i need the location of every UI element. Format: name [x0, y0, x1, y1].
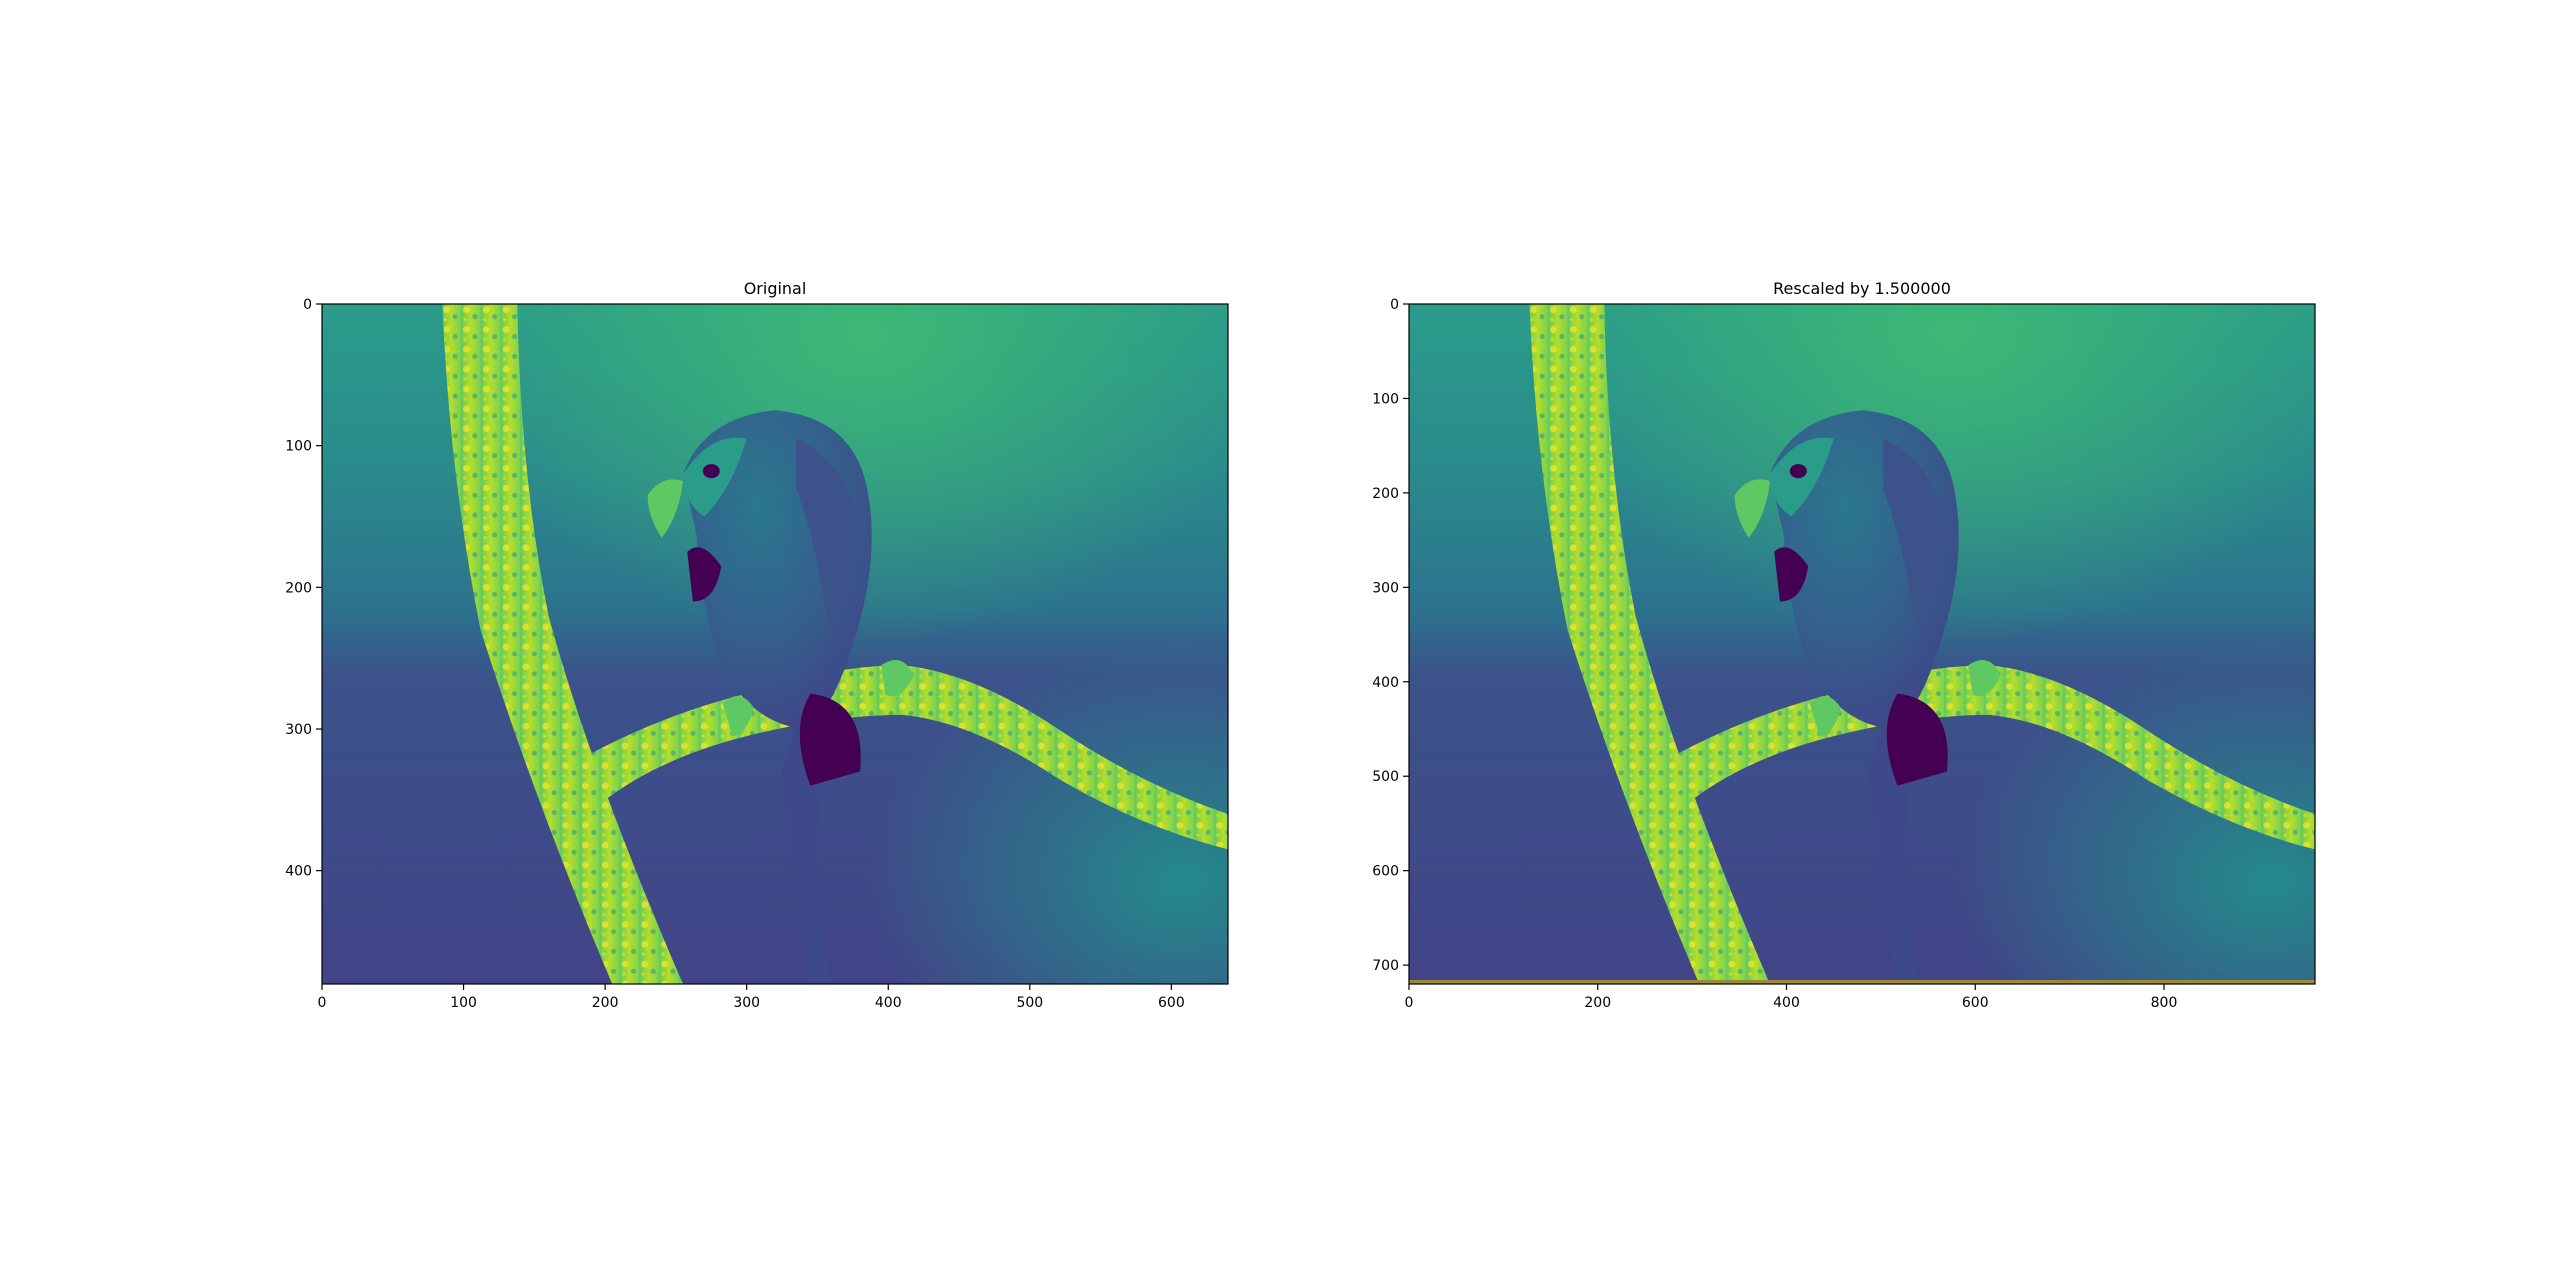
- parrot-image-original: [322, 304, 1228, 984]
- x-tick-label: 200: [592, 995, 619, 1011]
- y-tick-label: 500: [1372, 769, 1399, 785]
- y-tick-label: 0: [1390, 297, 1399, 313]
- y-tick-label: 400: [285, 864, 312, 880]
- x-tick-label: 400: [1773, 995, 1800, 1011]
- y-tick-label: 300: [285, 722, 312, 738]
- y-tick-label: 200: [1372, 486, 1399, 502]
- ticks-rescaled: 0 200 400 600 800 0 100 200 300 400 500 600 700: [1372, 297, 2177, 1011]
- y-tick-label: 200: [285, 580, 312, 596]
- title-rescaled: Rescaled by 1.500000: [1773, 279, 1951, 298]
- y-tick-label: 700: [1372, 958, 1399, 974]
- axes-original: 0 100 200 300 400 500 600 0 100 200 300 400: [285, 297, 1229, 1011]
- x-tick-label: 0: [318, 995, 327, 1011]
- axes-frame-original: [321, 303, 1229, 985]
- x-tick-label: 600: [1962, 995, 1989, 1011]
- x-tick-label: 500: [1016, 995, 1043, 1011]
- y-tick-label: 600: [1372, 864, 1399, 880]
- axes-rescaled: 0 200 400 600 800 0 100 200 300 400 500 600 700: [1372, 297, 2316, 1011]
- title-original: Original: [743, 279, 807, 298]
- x-tick-label: 100: [450, 995, 477, 1011]
- y-tick-label: 300: [1372, 580, 1399, 596]
- x-tick-label: 200: [1584, 995, 1611, 1011]
- y-tick-label: 100: [285, 439, 312, 455]
- x-tick-label: 800: [2151, 995, 2178, 1011]
- x-tick-label: 0: [1405, 995, 1414, 1011]
- parrot-image-rescaled: [1409, 304, 2315, 984]
- bottom-edge-artifact: [1409, 980, 2315, 984]
- x-tick-label: 600: [1158, 995, 1185, 1011]
- y-tick-label: 400: [1372, 675, 1399, 691]
- y-tick-label: 0: [303, 297, 312, 313]
- axes-frame-rescaled: [1408, 303, 2316, 985]
- ticks-original: 0 100 200 300 400 500 600 0 100 200 300 400: [285, 297, 1184, 1011]
- x-tick-label: 400: [875, 995, 902, 1011]
- y-tick-label: 100: [1372, 391, 1399, 407]
- x-tick-label: 300: [733, 995, 760, 1011]
